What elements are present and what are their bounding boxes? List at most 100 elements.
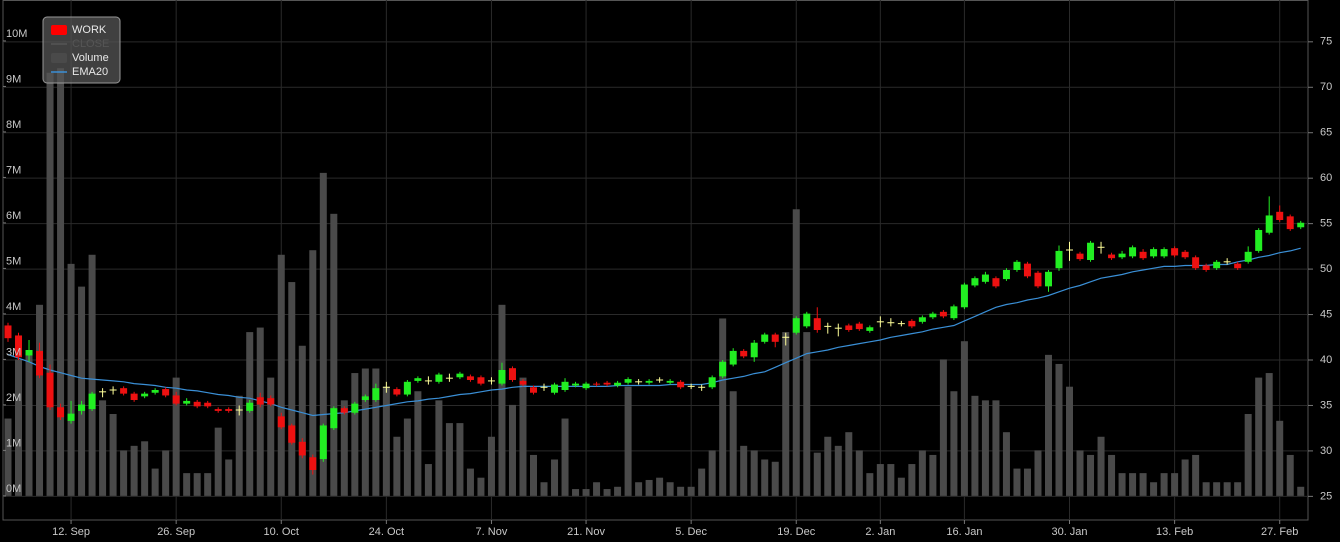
candle-body bbox=[15, 335, 23, 358]
candle-body bbox=[593, 383, 601, 385]
candle-body bbox=[141, 393, 149, 397]
volume-bar bbox=[635, 482, 643, 496]
y2-tick-label: 1M bbox=[6, 437, 21, 449]
volume-bar bbox=[1118, 473, 1126, 496]
plot-frame bbox=[2, 0, 1309, 521]
volume-bar bbox=[624, 386, 632, 496]
candle-body bbox=[1150, 249, 1158, 257]
candle-body bbox=[561, 381, 569, 390]
legend-label[interactable]: CLOSE bbox=[72, 38, 109, 50]
candle-body bbox=[130, 393, 138, 400]
volume-bar bbox=[939, 359, 947, 496]
candle-body bbox=[771, 334, 779, 342]
volume-bar bbox=[1213, 482, 1221, 496]
volume-bar bbox=[15, 359, 23, 496]
legend-swatch bbox=[51, 53, 67, 63]
candle-body bbox=[1244, 251, 1252, 262]
legend-label[interactable]: EMA20 bbox=[72, 66, 108, 78]
y2-tick-label: 6M bbox=[6, 210, 21, 222]
candle-body bbox=[666, 380, 674, 383]
candle-body bbox=[719, 361, 727, 377]
volume-bar bbox=[183, 473, 191, 496]
candle-body bbox=[435, 374, 443, 382]
candle-body bbox=[466, 376, 474, 380]
candle-body bbox=[172, 395, 180, 404]
y2-tick-label: 3M bbox=[6, 346, 21, 358]
volume-bar bbox=[340, 400, 348, 496]
volume-bar bbox=[771, 461, 779, 496]
candle-body bbox=[67, 413, 75, 421]
candle-body bbox=[729, 350, 737, 365]
volume-layer bbox=[4, 68, 1305, 496]
volume-bar bbox=[445, 423, 453, 496]
x-tick-label: 24. Oct bbox=[369, 526, 404, 538]
candle-body bbox=[1213, 261, 1221, 269]
volume-bar bbox=[1192, 454, 1200, 496]
ema-line bbox=[7, 247, 1301, 417]
candle-body bbox=[330, 408, 338, 429]
volume-bar bbox=[582, 489, 590, 496]
y-tick-label: 40 bbox=[1320, 354, 1332, 366]
volume-bar bbox=[1097, 436, 1105, 496]
candle-body bbox=[1234, 263, 1242, 269]
axes: 25 30 35 40 45 50 55 60 65 70 75 0M 1M 2M 3M 4M 5M 6M 7M 8M… bbox=[3, 28, 1332, 538]
volume-bar bbox=[162, 450, 170, 496]
legend-label[interactable]: Volume bbox=[72, 52, 109, 64]
y-tick-label: 55 bbox=[1320, 218, 1332, 230]
volume-bar bbox=[803, 332, 811, 496]
candle-body bbox=[950, 306, 958, 319]
volume-bar bbox=[456, 423, 464, 496]
volume-bar bbox=[866, 473, 874, 496]
legend[interactable]: WORK CLOSE Volume EMA20 bbox=[42, 16, 121, 84]
candle-body bbox=[1013, 261, 1021, 270]
volume-bar bbox=[256, 327, 264, 496]
volume-bar bbox=[1087, 454, 1095, 496]
legend-label[interactable]: WORK bbox=[72, 24, 107, 36]
volume-bar bbox=[708, 450, 716, 496]
volume-bar bbox=[530, 454, 537, 496]
candle-body bbox=[1181, 251, 1189, 258]
volume-bar bbox=[1255, 377, 1263, 496]
candle-body bbox=[361, 396, 369, 400]
y2-tick-label: 2M bbox=[6, 392, 21, 404]
x-tick-label: 16. Jan bbox=[946, 526, 982, 538]
y2-tick-label: 4M bbox=[6, 301, 21, 313]
candle-body bbox=[1023, 263, 1031, 277]
y-tick-label: 35 bbox=[1320, 399, 1332, 411]
candle-body bbox=[519, 380, 527, 385]
volume-bar bbox=[1244, 413, 1252, 496]
candle-body bbox=[414, 378, 422, 381]
volume-bar bbox=[382, 386, 390, 496]
volume-bar bbox=[782, 332, 790, 496]
volume-bar bbox=[319, 172, 327, 496]
candle-body bbox=[183, 400, 191, 404]
volume-bar bbox=[897, 477, 905, 496]
candle-body bbox=[803, 313, 811, 327]
candle-body bbox=[256, 397, 264, 405]
candle-body bbox=[1160, 249, 1168, 257]
candle-body bbox=[1055, 250, 1063, 269]
volume-bar bbox=[1044, 354, 1052, 496]
volume-bar bbox=[593, 482, 601, 496]
volume-bar bbox=[740, 445, 748, 496]
volume-bar bbox=[929, 454, 937, 496]
candle-body bbox=[918, 317, 926, 322]
candle-body bbox=[708, 377, 716, 388]
volume-bar bbox=[141, 441, 149, 496]
y-tick-label: 30 bbox=[1320, 445, 1332, 457]
candle-body bbox=[162, 389, 170, 396]
candle-body bbox=[624, 379, 632, 383]
volume-bar bbox=[813, 452, 821, 496]
volume-bar bbox=[277, 254, 285, 496]
volume-bar bbox=[99, 400, 107, 496]
volume-bar bbox=[309, 250, 317, 496]
candle-body bbox=[498, 370, 506, 384]
volume-bar bbox=[908, 464, 916, 496]
legend-swatch bbox=[51, 25, 67, 35]
y-tick-label: 75 bbox=[1320, 36, 1332, 48]
volume-bar bbox=[1129, 473, 1137, 496]
volume-bar bbox=[88, 254, 96, 496]
volume-bar bbox=[1055, 363, 1063, 496]
volume-bar bbox=[1202, 482, 1210, 496]
volume-bar bbox=[414, 391, 422, 496]
